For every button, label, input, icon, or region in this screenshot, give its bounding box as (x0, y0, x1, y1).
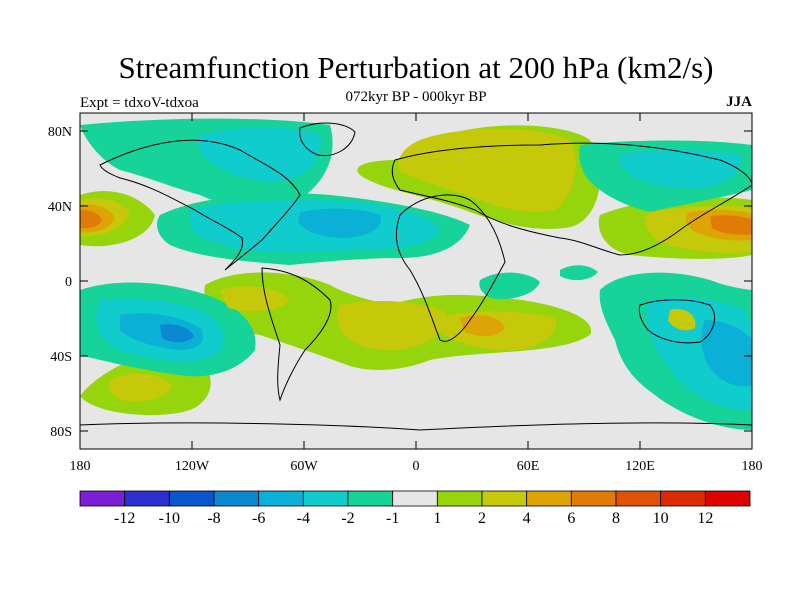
contour-band (80, 209, 102, 229)
colorbar-label: -6 (252, 510, 265, 527)
season-label: JJA (726, 94, 752, 110)
contour-band (160, 324, 194, 343)
x-tick-label: 60W (290, 459, 318, 474)
contour-band (220, 286, 290, 312)
colorbar-swatch (168, 490, 215, 507)
colorbar-swatch (615, 490, 662, 507)
contour-band (619, 149, 741, 189)
y-tick-label: 40S (50, 350, 72, 365)
y-axis-labels: 80N 40N 0 40S 80S (48, 125, 72, 440)
coastlines (80, 122, 752, 431)
page-title: Streamfunction Perturbation at 200 hPa (… (118, 50, 714, 85)
colorbar-label: 2 (478, 510, 486, 527)
colorbar-swatch (704, 490, 751, 507)
experiment-label: Expt = tdxoV-tdxoa (80, 95, 199, 111)
contour-band (710, 215, 752, 235)
colorbar-swatch (258, 490, 304, 507)
colorbar-label: -10 (159, 510, 180, 527)
contour-band (460, 315, 505, 337)
contour-band (298, 208, 381, 238)
x-axis-labels: 180 120W 60W 0 60E 120E 180 (70, 459, 763, 474)
contour-band (479, 272, 540, 300)
x-tick-label: 120E (625, 459, 655, 474)
colorbar-label: 10 (653, 510, 669, 527)
colorbar-label: -12 (114, 510, 135, 527)
contour-field (80, 113, 752, 449)
colorbar-swatch (660, 490, 706, 507)
y-tick-label: 80N (48, 125, 72, 140)
colorbar-swatch (526, 490, 572, 507)
contour-band (701, 320, 752, 387)
colorbar-label: 12 (697, 510, 713, 527)
colorbar-labels: -12 -10 -8 -6 -4 -2 -1 1 2 4 6 8 10 12 (114, 510, 713, 527)
colorbar-swatch (436, 490, 483, 507)
colorbar-label: -1 (386, 510, 399, 527)
colorbar-swatch (79, 490, 126, 507)
colorbar-swatch (481, 490, 528, 507)
y-tick-label: 80S (50, 425, 72, 440)
contour-band (337, 300, 446, 351)
colorbar-swatch (213, 490, 260, 507)
colorbar-swatch (302, 490, 349, 507)
colorbar-label: 1 (433, 510, 441, 527)
x-tick-label: 120W (175, 459, 210, 474)
colorbar-swatch (347, 490, 394, 507)
colorbar-swatch (570, 490, 617, 507)
contour-band (560, 265, 598, 281)
colorbar-label: -2 (341, 510, 354, 527)
y-tick-label: 40N (48, 200, 72, 215)
colorbar-label: 6 (567, 510, 575, 527)
colorbar-label: 8 (612, 510, 620, 527)
axis-ticks (79, 113, 753, 449)
x-tick-label: 180 (742, 459, 763, 474)
colorbar (79, 490, 751, 507)
colorbar-label: -8 (207, 510, 220, 527)
contour-band (398, 128, 576, 212)
contour-band (668, 309, 696, 331)
plot-subtitle: 072kyr BP - 000kyr BP (345, 89, 487, 105)
colorbar-swatch (392, 490, 438, 507)
colorbar-label: 4 (523, 510, 531, 527)
colorbar-swatch (124, 490, 170, 507)
contour-band (108, 373, 172, 402)
x-tick-label: 60E (517, 459, 540, 474)
contour-band (197, 127, 321, 182)
x-tick-label: 180 (70, 459, 91, 474)
y-tick-label: 0 (65, 275, 72, 290)
colorbar-label: -4 (297, 510, 310, 527)
x-tick-label: 0 (413, 459, 420, 474)
